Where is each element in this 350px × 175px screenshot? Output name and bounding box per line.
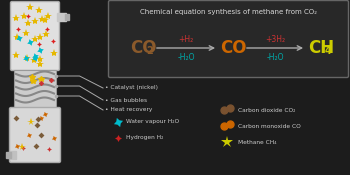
Text: Hydrogen H₂: Hydrogen H₂	[126, 135, 163, 141]
Text: +3H₂: +3H₂	[265, 34, 285, 44]
Text: Carbon dioxide CO₂: Carbon dioxide CO₂	[238, 107, 295, 113]
Text: • Gas bubbles: • Gas bubbles	[105, 97, 147, 103]
Text: • Heat recovery: • Heat recovery	[105, 107, 152, 113]
Bar	[65, 14, 69, 20]
Text: 2: 2	[147, 46, 153, 56]
Bar	[6, 152, 11, 158]
FancyBboxPatch shape	[108, 1, 349, 78]
Bar	[57, 13, 66, 21]
Text: • Catalyst (nickel): • Catalyst (nickel)	[105, 86, 158, 90]
Text: -H₂O: -H₂O	[177, 52, 195, 61]
Text: CO: CO	[130, 39, 156, 57]
Bar	[10, 151, 16, 159]
Text: CH: CH	[308, 39, 334, 57]
Text: CO: CO	[220, 39, 246, 57]
Text: 4: 4	[324, 46, 331, 56]
FancyBboxPatch shape	[10, 2, 60, 71]
FancyBboxPatch shape	[9, 107, 61, 163]
Text: Chemical equation synthesis of methane from CO₂: Chemical equation synthesis of methane f…	[140, 9, 317, 15]
FancyBboxPatch shape	[14, 70, 56, 108]
Text: Methane CH₄: Methane CH₄	[238, 139, 276, 145]
Text: Water vapour H₂O: Water vapour H₂O	[126, 120, 179, 124]
Text: -H₂O: -H₂O	[266, 52, 284, 61]
Text: Carbon monoxide CO: Carbon monoxide CO	[238, 124, 301, 128]
Text: +H₂: +H₂	[178, 34, 194, 44]
